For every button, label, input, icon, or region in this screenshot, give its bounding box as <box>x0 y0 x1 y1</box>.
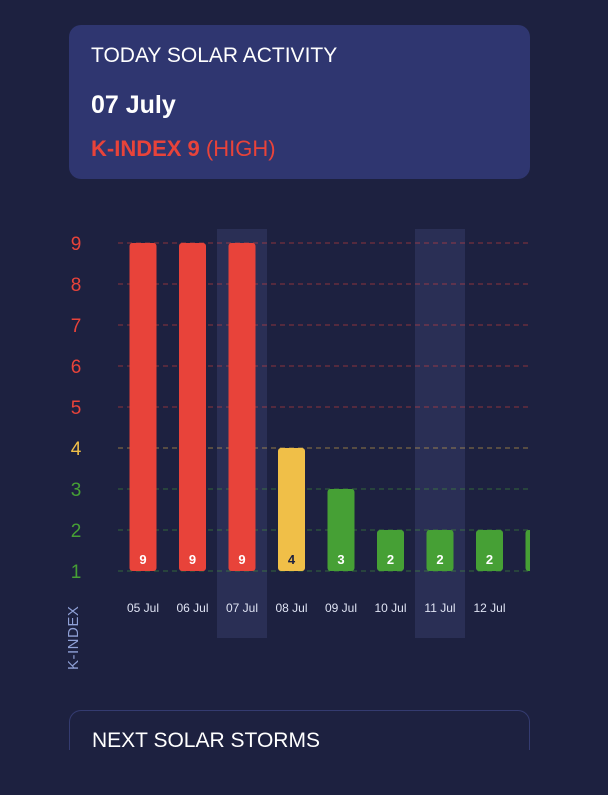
kindex-value: K-INDEX 9 <box>91 136 200 161</box>
y-tick-label: 1 <box>71 562 82 583</box>
today-heading: TODAY SOLAR ACTIVITY <box>91 44 338 67</box>
bar <box>525 530 530 571</box>
x-tick-label: 10 Jul <box>374 601 406 615</box>
kindex-level: (HIGH) <box>205 136 276 161</box>
x-tick-label: 06 Jul <box>176 601 208 615</box>
y-tick-label: 8 <box>71 275 82 296</box>
today-date: 07 July <box>91 91 176 119</box>
bar-data-label: 9 <box>139 552 146 567</box>
bar-data-label: 2 <box>486 552 493 567</box>
plot-area: 9 05 Jul 9 06 Jul 9 07 Jul 4 08 Jul 3 09 Jul 2 10 J… <box>118 229 543 638</box>
bar-data-label: 3 <box>337 552 344 567</box>
bar <box>179 243 206 571</box>
bar-data-label: 9 <box>238 552 245 567</box>
highlight-column <box>415 229 465 638</box>
x-tick-label: 09 Jul <box>325 601 357 615</box>
bar <box>476 530 503 571</box>
bar <box>377 530 404 571</box>
y-axis-title: K-INDEX <box>65 605 82 670</box>
y-tick-label: 2 <box>71 521 82 542</box>
today-solar-activity-card: TODAY SOLAR ACTIVITY 07 July K-INDEX 9 (… <box>69 25 530 179</box>
x-tick-label: 11 Jul <box>424 601 455 615</box>
x-tick-label: 1 <box>536 601 543 615</box>
kindex-line: K-INDEX 9 (HIGH) <box>91 136 508 162</box>
kindex-bar-chart: 9 05 Jul 9 06 Jul 9 07 Jul 4 08 Jul 3 09 Jul 2 10 J… <box>71 229 543 638</box>
x-tick-label: 07 Jul <box>226 601 258 615</box>
y-tick-label: 3 <box>71 480 82 501</box>
y-tick-label: 7 <box>71 316 82 337</box>
y-tick-label: 4 <box>71 439 82 460</box>
y-tick-label: 9 <box>71 234 82 255</box>
bar <box>129 243 157 571</box>
bar-data-label: 2 <box>387 552 394 567</box>
bar <box>327 489 355 571</box>
bar-data-label: 2 <box>436 552 443 567</box>
bar <box>228 243 256 571</box>
next-solar-storms-card[interactable]: NEXT SOLAR STORMS <box>69 710 530 752</box>
bar <box>278 448 305 571</box>
x-tick-label: 05 Jul <box>127 601 159 615</box>
x-tick-label: 08 Jul <box>275 601 307 615</box>
y-tick-label: 6 <box>71 357 82 378</box>
x-tick-label: 12 Jul <box>473 601 505 615</box>
storms-title: NEXT SOLAR STORMS <box>92 729 320 752</box>
bar <box>426 530 454 571</box>
bar-data-label: 4 <box>288 552 296 567</box>
bar-data-label: 9 <box>189 552 196 567</box>
y-tick-label: 5 <box>71 398 82 419</box>
